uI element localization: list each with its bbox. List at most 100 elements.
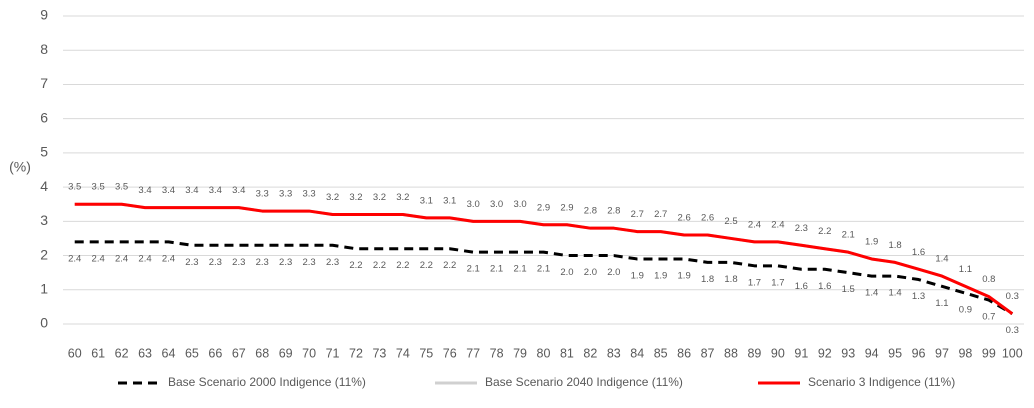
data-label: 2.3 bbox=[256, 257, 269, 268]
x-tick-label: 61 bbox=[91, 346, 105, 360]
x-tick-label: 88 bbox=[724, 346, 738, 360]
x-tick-label: 95 bbox=[888, 346, 902, 360]
data-label: 2.2 bbox=[420, 260, 433, 271]
data-label: 1.9 bbox=[631, 270, 644, 281]
x-tick-label: 82 bbox=[583, 346, 597, 360]
x-tick-label: 84 bbox=[630, 346, 644, 360]
data-label: 3.4 bbox=[209, 185, 222, 196]
x-tick-label: 63 bbox=[138, 346, 152, 360]
x-tick-label: 67 bbox=[232, 346, 246, 360]
x-tick-label: 68 bbox=[255, 346, 269, 360]
y-tick-label: 2 bbox=[40, 246, 48, 262]
x-tick-label: 78 bbox=[490, 346, 504, 360]
x-tick-label: 72 bbox=[349, 346, 363, 360]
y-tick-label: 4 bbox=[40, 178, 48, 194]
data-label: 2.3 bbox=[232, 257, 245, 268]
x-tick-label: 81 bbox=[560, 346, 574, 360]
data-label: 3.1 bbox=[420, 195, 433, 206]
x-tick-label: 77 bbox=[466, 346, 480, 360]
data-label: 3.2 bbox=[396, 192, 409, 203]
x-tick-label: 90 bbox=[771, 346, 785, 360]
x-tick-label: 65 bbox=[185, 346, 199, 360]
x-tick-label: 93 bbox=[841, 346, 855, 360]
data-label: 1.9 bbox=[654, 270, 667, 281]
x-tick-label: 87 bbox=[701, 346, 715, 360]
data-label: 0.3 bbox=[1006, 291, 1019, 302]
data-label: 2.1 bbox=[842, 230, 855, 241]
data-label: 3.0 bbox=[490, 199, 503, 210]
x-tick-label: 75 bbox=[419, 346, 433, 360]
x-tick-label: 98 bbox=[958, 346, 972, 360]
x-tick-label: 64 bbox=[162, 346, 176, 360]
data-label: 2.5 bbox=[724, 216, 737, 227]
data-label: 1.8 bbox=[888, 240, 901, 251]
data-label: 2.8 bbox=[607, 206, 620, 217]
y-tick-label: 6 bbox=[40, 109, 48, 125]
x-tick-label: 79 bbox=[513, 346, 527, 360]
series-line bbox=[74, 202, 1014, 315]
x-tick-label: 83 bbox=[607, 346, 621, 360]
data-label: 1.8 bbox=[724, 274, 737, 285]
data-label: 3.2 bbox=[349, 192, 362, 203]
x-tick-label: 94 bbox=[865, 346, 879, 360]
data-label: 1.9 bbox=[865, 236, 878, 247]
data-label: 2.0 bbox=[584, 267, 597, 278]
y-tick-label: 7 bbox=[40, 75, 48, 91]
series-line bbox=[74, 240, 1014, 316]
data-label: 1.4 bbox=[865, 288, 878, 299]
data-label: 3.4 bbox=[138, 185, 151, 196]
data-label: 1.7 bbox=[771, 277, 784, 288]
legend-label: Base Scenario 2040 Indigence (11%) bbox=[485, 375, 683, 389]
data-label: 3.3 bbox=[256, 189, 269, 200]
data-label: 2.2 bbox=[349, 260, 362, 271]
x-tick-label: 89 bbox=[747, 346, 761, 360]
data-label: 1.7 bbox=[748, 277, 761, 288]
data-label: 0.3 bbox=[1006, 325, 1019, 336]
x-tick-label: 66 bbox=[208, 346, 222, 360]
x-tick-label: 74 bbox=[396, 346, 410, 360]
x-tick-label: 80 bbox=[537, 346, 551, 360]
x-tick-label: 99 bbox=[982, 346, 996, 360]
x-tick-label: 97 bbox=[935, 346, 949, 360]
y-tick-label: 5 bbox=[40, 144, 48, 160]
data-label: 2.0 bbox=[607, 267, 620, 278]
data-label: 3.4 bbox=[162, 185, 175, 196]
data-label: 3.5 bbox=[68, 182, 81, 193]
data-label: 2.9 bbox=[560, 202, 573, 213]
x-tick-label: 96 bbox=[912, 346, 926, 360]
data-label: 2.3 bbox=[326, 257, 339, 268]
y-tick-label: 1 bbox=[40, 280, 48, 296]
data-label: 2.4 bbox=[115, 253, 128, 264]
y-tick-label: 3 bbox=[40, 212, 48, 228]
data-label: 2.3 bbox=[185, 257, 198, 268]
data-label: 2.8 bbox=[584, 206, 597, 217]
x-tick-label: 70 bbox=[302, 346, 316, 360]
data-label: 3.5 bbox=[92, 182, 105, 193]
legend-label: Scenario 3 Indigence (11%) bbox=[808, 375, 955, 389]
data-label: 1.4 bbox=[888, 288, 901, 299]
data-label: 1.6 bbox=[912, 247, 925, 258]
y-axis-label: (%) bbox=[9, 159, 31, 175]
data-label: 1.4 bbox=[935, 254, 948, 265]
data-label: 2.4 bbox=[162, 253, 175, 264]
data-label: 2.4 bbox=[92, 253, 105, 264]
data-label: 2.6 bbox=[678, 213, 691, 224]
data-label: 1.5 bbox=[842, 284, 855, 295]
data-label: 1.6 bbox=[818, 281, 831, 292]
x-tick-label: 62 bbox=[115, 346, 129, 360]
x-tick-label: 85 bbox=[654, 346, 668, 360]
y-tick-label: 9 bbox=[40, 7, 48, 23]
data-label: 2.7 bbox=[631, 209, 644, 220]
data-label: 3.5 bbox=[115, 182, 128, 193]
data-label: 2.3 bbox=[795, 223, 808, 234]
x-tick-label: 71 bbox=[326, 346, 340, 360]
data-label: 2.4 bbox=[748, 219, 761, 230]
data-label: 2.7 bbox=[654, 209, 667, 220]
data-label: 2.3 bbox=[209, 257, 222, 268]
data-label: 3.1 bbox=[443, 195, 456, 206]
data-label: 3.3 bbox=[303, 189, 316, 200]
data-label: 3.3 bbox=[279, 189, 292, 200]
legend-label: Base Scenario 2000 Indigence (11%) bbox=[168, 375, 366, 389]
data-label: 2.1 bbox=[467, 264, 480, 275]
data-label: 1.3 bbox=[912, 291, 925, 302]
